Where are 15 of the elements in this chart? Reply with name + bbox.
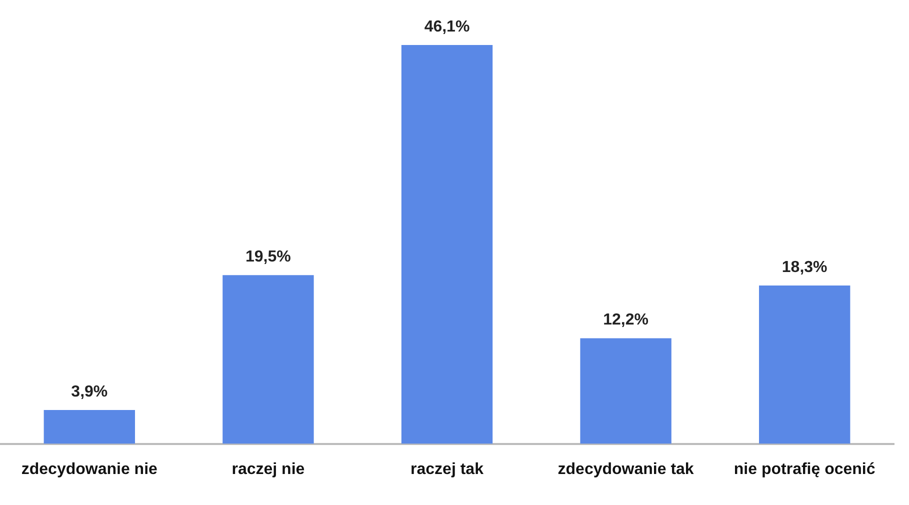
bar — [222, 275, 314, 444]
x-tick-label: zdecydowanie tak — [558, 460, 694, 478]
data-label: 18,3% — [782, 258, 828, 276]
data-label: 19,5% — [246, 248, 291, 266]
data-label: 3,9% — [71, 383, 108, 400]
x-tick-label: nie potrafię ocenić — [734, 460, 876, 478]
bar — [759, 285, 850, 444]
x-tick-label: raczej tak — [410, 460, 484, 478]
bar — [401, 45, 493, 444]
x-tick-label: raczej nie — [232, 460, 305, 478]
bar — [580, 338, 672, 444]
data-label: 12,2% — [603, 312, 648, 329]
data-label: 46,1% — [424, 18, 470, 36]
x-tick-label: zdecydowanie nie — [21, 460, 158, 478]
bar — [44, 410, 135, 444]
